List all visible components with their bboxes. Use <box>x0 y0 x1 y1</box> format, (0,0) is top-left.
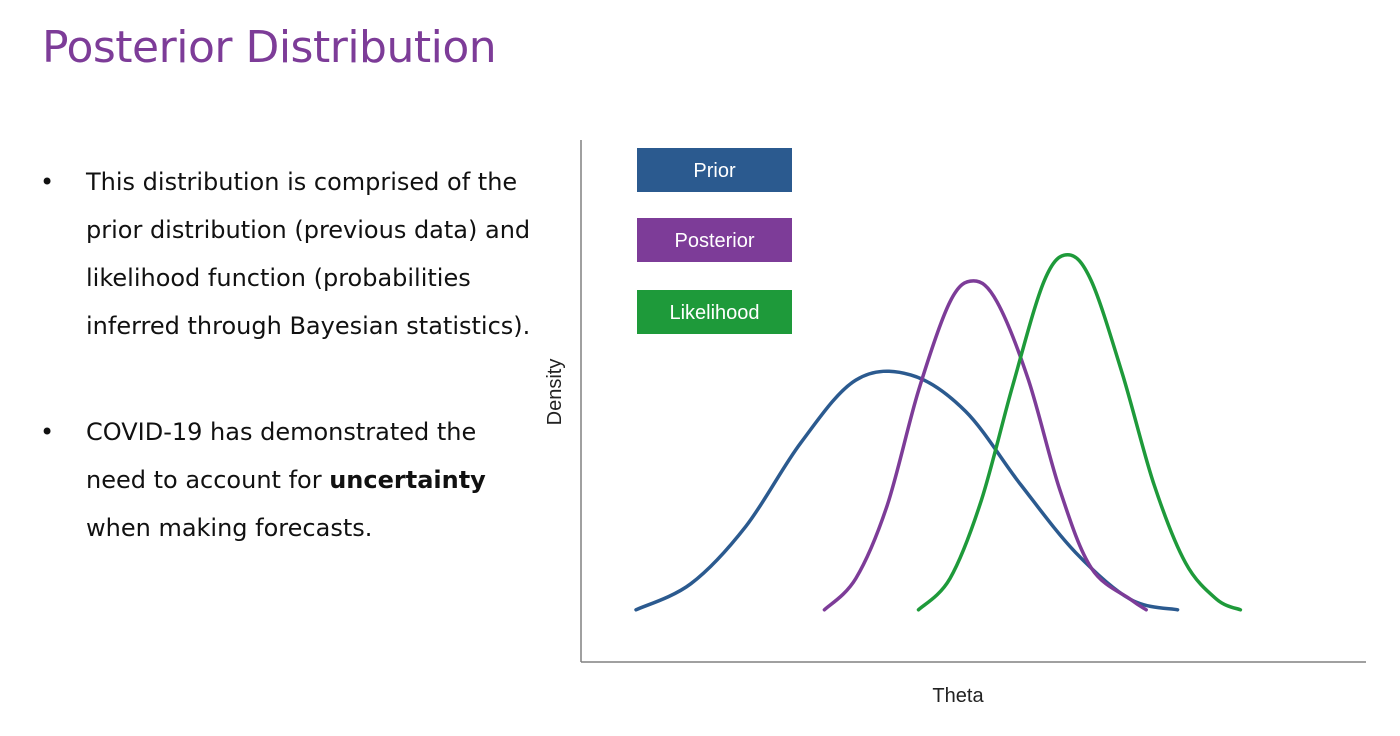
bullet-text-end: when making forecasts. <box>86 514 373 542</box>
slide-title: Posterior Distribution <box>42 22 497 73</box>
legend-label: Likelihood <box>669 302 759 324</box>
y-axis-label: Density <box>544 359 566 426</box>
bullet-text-emphasis: uncertainty <box>329 466 486 494</box>
legend-swatch <box>637 148 792 192</box>
legend-item-posterior: Posterior <box>637 218 792 262</box>
bullet-text: COVID-19 has demonstrated the need to ac… <box>86 408 540 552</box>
legend-swatch <box>637 290 792 334</box>
posterior-curve <box>822 279 1148 612</box>
bullet-item: • COVID-19 has demonstrated the need to … <box>40 408 540 552</box>
legend-label: Posterior <box>674 230 754 252</box>
legend: Prior Posterior Likelihood <box>637 148 792 334</box>
x-axis-label: Theta <box>932 685 984 707</box>
bullet-item: • This distribution is comprised of the … <box>40 158 540 350</box>
likelihood-curve <box>916 253 1243 612</box>
bullet-text-start: COVID-19 has demonstrated the need to ac… <box>86 418 477 494</box>
legend-swatch <box>637 218 792 262</box>
legend-label: Prior <box>693 160 736 182</box>
series-layer <box>634 253 1243 612</box>
legend-item-likelihood: Likelihood <box>637 290 792 334</box>
legend-item-prior: Prior <box>637 148 792 192</box>
prior-curve <box>634 369 1180 612</box>
bullet-marker: • <box>40 168 55 196</box>
bullet-marker: • <box>40 418 55 446</box>
bullet-list: • This distribution is comprised of the … <box>40 158 540 552</box>
bullet-text: This distribution is comprised of the pr… <box>86 168 531 340</box>
